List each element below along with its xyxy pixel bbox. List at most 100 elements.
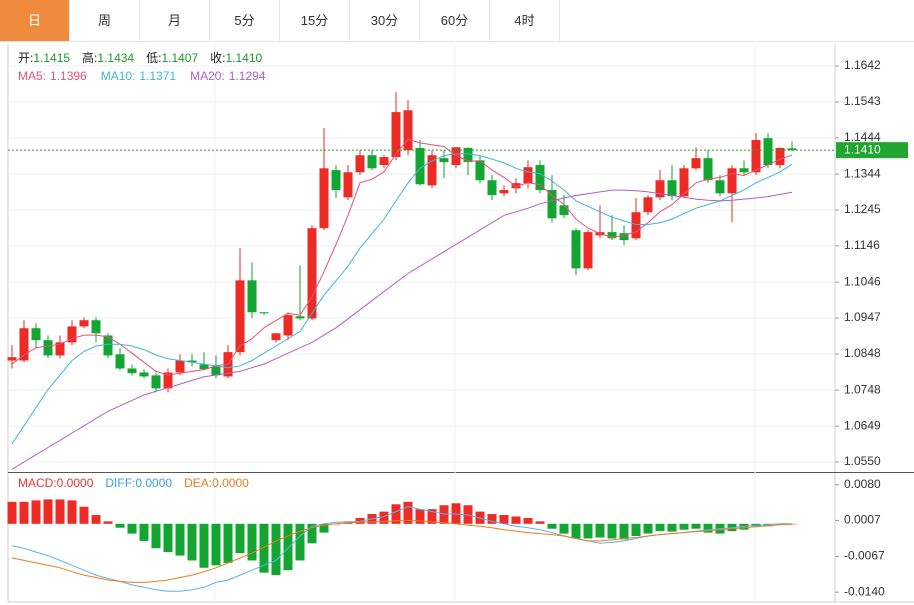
candle-body (259, 312, 269, 314)
legend-value: 1.1396 (50, 69, 87, 83)
macd-bar (43, 499, 53, 524)
y-tick-label: 1.0848 (844, 346, 881, 360)
y-tick-label: -0.0067 (844, 549, 885, 563)
candle-body (631, 212, 641, 239)
info-value: 1.1415 (33, 51, 70, 65)
macd-bar (571, 523, 581, 539)
macd-bar (211, 523, 221, 566)
candle-body (307, 228, 317, 319)
candle-body (463, 147, 473, 163)
y-tick-label: 1.1642 (844, 58, 881, 72)
legend-value: 0.0000 (135, 476, 172, 490)
candle-body (331, 170, 341, 191)
candle-body (295, 316, 305, 319)
candle-body (379, 157, 389, 166)
period-tabs: 日周月 5分 15分 30分 60分 4时 (0, 0, 914, 42)
candle-body (115, 354, 125, 369)
info-value: 1.1410 (225, 51, 262, 65)
y-tick-label: 1.1543 (844, 94, 881, 108)
legend-label: MACD: (18, 476, 57, 490)
candle-body (571, 230, 581, 269)
y-tick-label: 1.1344 (844, 166, 881, 180)
macd-bar (619, 523, 629, 540)
macd-bar (91, 515, 101, 524)
info-label: 开: (18, 51, 33, 65)
macd-bar (31, 500, 41, 524)
macd-bar (691, 523, 701, 529)
y-tick-label: 1.1146 (844, 238, 880, 252)
period-tab[interactable]: 15分 (280, 0, 350, 41)
macd-bar (535, 521, 545, 524)
candle-body (43, 340, 53, 356)
candle-body (727, 168, 737, 194)
macd-bar (643, 523, 653, 534)
candle-body (763, 138, 773, 166)
macd-bar (223, 523, 233, 563)
macd-bar (235, 523, 245, 554)
macd-bar (403, 501, 413, 524)
macd-bar (295, 523, 305, 561)
period-tab[interactable]: 4时 (490, 0, 560, 41)
candle-body (679, 168, 689, 197)
candle-body (655, 180, 665, 198)
macd-bar (19, 501, 29, 524)
macd-bar (595, 523, 605, 538)
macd-bar (499, 515, 509, 524)
macd-bar (79, 506, 89, 524)
current-price-label: 1.1410 (844, 142, 881, 156)
macd-bar (631, 523, 641, 537)
period-tab[interactable]: 日 (0, 0, 70, 41)
legend-value: 1.1371 (139, 69, 176, 83)
period-tab[interactable]: 月 (140, 0, 210, 41)
y-tick-label: 1.1444 (844, 130, 881, 144)
macd-bar (415, 509, 425, 524)
period-tab[interactable]: 30分 (350, 0, 420, 41)
candle-body (139, 372, 149, 377)
macd-bar (139, 523, 149, 541)
candle-body (91, 320, 101, 334)
candle-body (175, 360, 185, 373)
macd-bar (355, 517, 365, 524)
candle-body (151, 375, 161, 389)
period-tab[interactable]: 周 (70, 0, 140, 41)
macd-bar (679, 523, 689, 530)
candle-body (475, 160, 485, 181)
macd-bar (703, 523, 713, 533)
legend-label: DIFF: (105, 476, 135, 490)
legend-value: 0.0000 (212, 476, 249, 490)
macd-bar (163, 523, 173, 553)
candle-body (211, 366, 221, 376)
candle-body (187, 360, 197, 363)
macd-bar (607, 523, 617, 539)
y-tick-label: 1.0748 (844, 382, 881, 396)
candle-body (619, 233, 629, 241)
candle-body (199, 364, 209, 370)
macd-bar (667, 523, 677, 532)
current-price-box (836, 142, 908, 159)
candle-body (703, 158, 713, 181)
candle-body (499, 190, 509, 194)
period-tab[interactable]: 60分 (420, 0, 490, 41)
candle-body (127, 368, 137, 374)
macd-bar (547, 523, 557, 529)
macd-bar (283, 523, 293, 571)
macd-bar (187, 523, 197, 561)
y-tick-label: -0.0140 (844, 584, 885, 598)
period-tab[interactable]: 5分 (210, 0, 280, 41)
macd-bar (115, 523, 125, 528)
candle-body (247, 280, 257, 313)
candle-body (235, 280, 245, 353)
info-label: 收: (210, 51, 225, 65)
candle-body (511, 183, 521, 189)
candle-body (739, 168, 749, 173)
candle-body (751, 140, 761, 173)
candle-body (19, 328, 29, 361)
macd-bar (199, 523, 209, 568)
y-tick-label: 0.0080 (844, 477, 881, 491)
legend-value: 0.0000 (57, 476, 94, 490)
candle-body (787, 148, 797, 151)
y-tick-label: 1.0649 (844, 418, 881, 432)
legend-label: MA20: (190, 69, 225, 83)
candle-body (403, 110, 413, 151)
candle-body (559, 205, 569, 216)
